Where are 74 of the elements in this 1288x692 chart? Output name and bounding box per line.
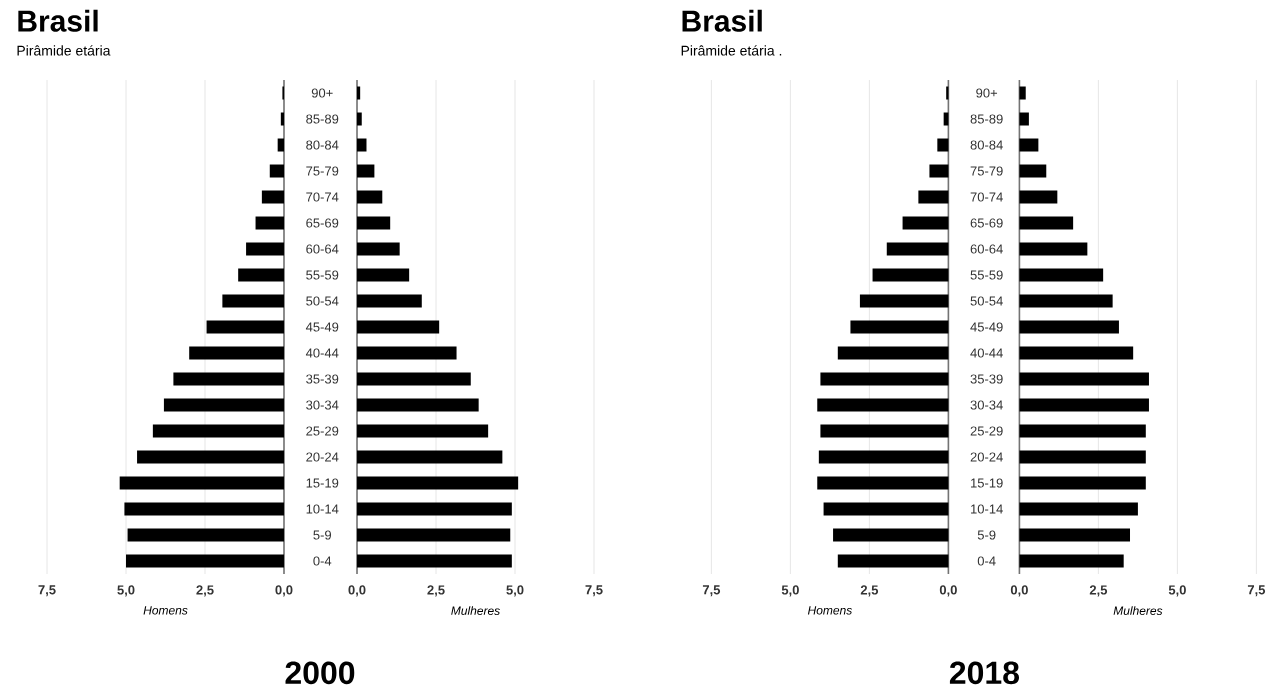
bar	[817, 476, 949, 490]
bar	[833, 528, 949, 542]
bar	[126, 554, 284, 568]
bar	[872, 268, 949, 282]
bar	[820, 372, 949, 386]
bar	[357, 554, 512, 568]
bar	[820, 424, 949, 438]
bar	[1019, 372, 1149, 386]
bar	[1019, 346, 1134, 360]
bar	[1019, 268, 1104, 282]
bar	[357, 372, 471, 386]
bar	[357, 320, 440, 334]
bar	[886, 242, 949, 256]
bar	[1019, 294, 1113, 308]
bar	[1019, 242, 1088, 256]
bar	[277, 138, 284, 152]
bar	[357, 190, 383, 204]
bar	[222, 294, 284, 308]
bar	[206, 320, 284, 334]
bar	[837, 554, 949, 568]
bar	[1019, 190, 1058, 204]
bar	[173, 372, 284, 386]
bar	[357, 476, 519, 490]
bar	[850, 320, 949, 334]
bar	[1019, 554, 1124, 568]
bar	[817, 398, 949, 412]
bar	[127, 528, 284, 542]
bar	[124, 502, 284, 516]
bar	[246, 242, 284, 256]
bar	[357, 242, 400, 256]
bar	[1019, 424, 1146, 438]
bar	[1019, 138, 1039, 152]
bar	[929, 164, 949, 178]
bar	[1019, 216, 1074, 230]
bar	[1019, 528, 1131, 542]
chart-title: Brasil	[682, 9, 762, 32]
bar	[1019, 476, 1146, 490]
bar	[357, 450, 503, 464]
bar	[937, 138, 949, 152]
bar	[261, 190, 284, 204]
text: 2018	[949, 661, 1020, 685]
bar	[357, 294, 422, 308]
bar	[357, 502, 512, 516]
bar	[357, 398, 479, 412]
bar	[357, 138, 367, 152]
bar	[818, 450, 949, 464]
bar	[1019, 112, 1029, 126]
bar	[357, 424, 489, 438]
bar	[859, 294, 949, 308]
bar	[1019, 502, 1138, 516]
bar	[902, 216, 949, 230]
bar	[163, 398, 284, 412]
bar	[1019, 320, 1119, 334]
bar	[137, 450, 284, 464]
bar	[189, 346, 284, 360]
bar	[1019, 86, 1026, 100]
bar	[357, 164, 375, 178]
bar	[918, 190, 949, 204]
bar	[357, 268, 410, 282]
bar	[255, 216, 284, 230]
bar	[357, 528, 511, 542]
bar	[357, 346, 457, 360]
bar	[1019, 450, 1146, 464]
chart-title: Brasil	[18, 9, 98, 32]
bar	[152, 424, 284, 438]
bar	[823, 502, 949, 516]
bar	[837, 346, 949, 360]
bar	[119, 476, 284, 490]
text: 2000	[285, 661, 355, 685]
bar	[357, 216, 391, 230]
bar	[269, 164, 284, 178]
bar	[238, 268, 284, 282]
bar	[1019, 164, 1047, 178]
bar	[1019, 398, 1149, 412]
